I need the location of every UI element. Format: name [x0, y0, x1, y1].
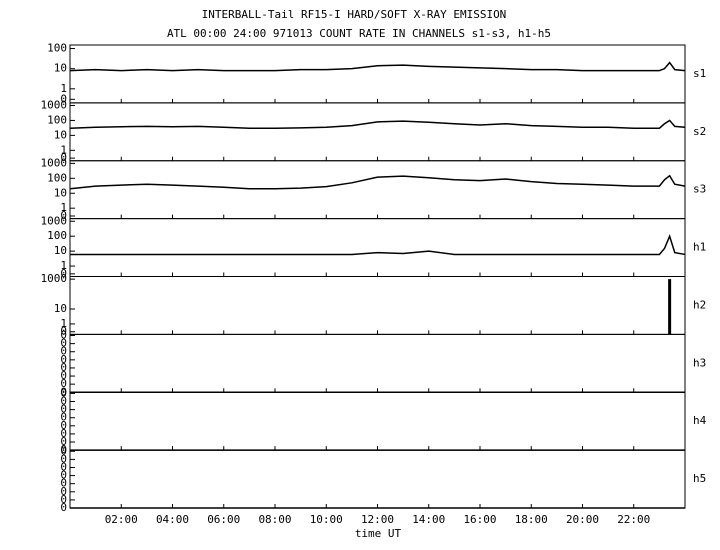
y-tick-label: 0	[60, 477, 67, 490]
y-tick-label: 100	[47, 171, 67, 184]
panel-label: s2	[693, 125, 706, 138]
x-tick-label: 12:00	[361, 513, 394, 526]
x-tick-label: 10:00	[310, 513, 343, 526]
x-tick-label: 22:00	[617, 513, 650, 526]
y-tick-label: 0	[60, 361, 67, 374]
y-tick-label: 0	[60, 460, 67, 473]
y-tick-label: 100	[47, 42, 67, 55]
panel-label: s3	[693, 183, 706, 196]
y-tick-label: 0	[60, 452, 67, 465]
y-tick-label: 10	[54, 244, 67, 257]
y-tick-label: 0	[60, 369, 67, 382]
y-tick-label: 0	[60, 386, 67, 399]
y-tick-label: 0	[60, 435, 67, 448]
x-tick-label: 04:00	[156, 513, 189, 526]
y-tick-label: 0	[60, 267, 67, 280]
y-tick-label: 10	[54, 186, 67, 199]
y-tick-label: 100	[47, 113, 67, 126]
y-tick-label: 1	[60, 82, 67, 95]
chart-title: INTERBALL-Tail RF15-I HARD/SOFT X-RAY EM…	[202, 8, 507, 21]
y-tick-label: 0	[60, 92, 67, 105]
y-tick-label: 0	[60, 395, 67, 408]
y-tick-label: 0	[60, 427, 67, 440]
y-tick-label: 10	[54, 302, 67, 315]
x-axis-label: time UT	[355, 527, 402, 540]
bar	[668, 279, 672, 335]
y-tick-label: 0	[60, 419, 67, 432]
y-tick-label: 1000	[41, 214, 68, 227]
x-tick-label: 20:00	[566, 513, 599, 526]
y-tick-label: 1000	[41, 272, 68, 285]
y-tick-label: 0	[60, 329, 67, 342]
y-tick-label: 0	[60, 385, 67, 398]
panel-label: s1	[693, 67, 706, 80]
y-tick-label: 1	[60, 317, 67, 330]
y-tick-label: 1000	[41, 99, 68, 112]
y-tick-label: 0	[60, 377, 67, 390]
y-tick-label: 100	[47, 229, 67, 242]
y-tick-label: 0	[60, 493, 67, 506]
y-tick-label: 0	[60, 403, 67, 416]
y-tick-label: 0	[60, 151, 67, 164]
y-tick-label: 10	[54, 128, 67, 141]
x-tick-label: 08:00	[258, 513, 291, 526]
data-line	[69, 174, 686, 190]
x-tick-label: 14:00	[412, 513, 445, 526]
y-tick-label: 10	[54, 62, 67, 75]
data-line	[69, 61, 686, 72]
panel-label: h3	[693, 356, 706, 369]
panel-label: h2	[693, 298, 706, 311]
y-tick-label: 1	[60, 201, 67, 214]
y-tick-label: 1000	[41, 156, 68, 169]
x-tick-label: 18:00	[515, 513, 548, 526]
panel-label: h4	[693, 414, 707, 427]
panel-label: h5	[693, 472, 706, 485]
y-tick-label: 0	[60, 444, 67, 457]
y-tick-label: 0	[60, 345, 67, 358]
data-line	[70, 233, 686, 256]
y-tick-label: 0	[60, 337, 67, 350]
y-tick-label: 1	[60, 259, 67, 272]
panel-label: h1	[693, 241, 706, 254]
y-tick-label: 0	[60, 209, 67, 222]
y-tick-label: 0	[60, 485, 67, 498]
x-tick-label: 16:00	[463, 513, 496, 526]
x-tick-label: 02:00	[105, 513, 138, 526]
y-tick-label: 0	[60, 411, 67, 424]
y-tick-label: 0	[60, 443, 67, 456]
data-line	[69, 119, 686, 129]
x-tick-label: 06:00	[207, 513, 240, 526]
y-tick-label: 0	[60, 325, 67, 338]
chart-subtitle: ATL 00:00 24:00 971013 COUNT RATE IN CHA…	[167, 27, 551, 40]
y-tick-label: 0	[60, 353, 67, 366]
y-tick-label: 1	[60, 143, 67, 156]
y-tick-label: 0	[60, 501, 67, 514]
y-tick-label: 0	[60, 469, 67, 482]
